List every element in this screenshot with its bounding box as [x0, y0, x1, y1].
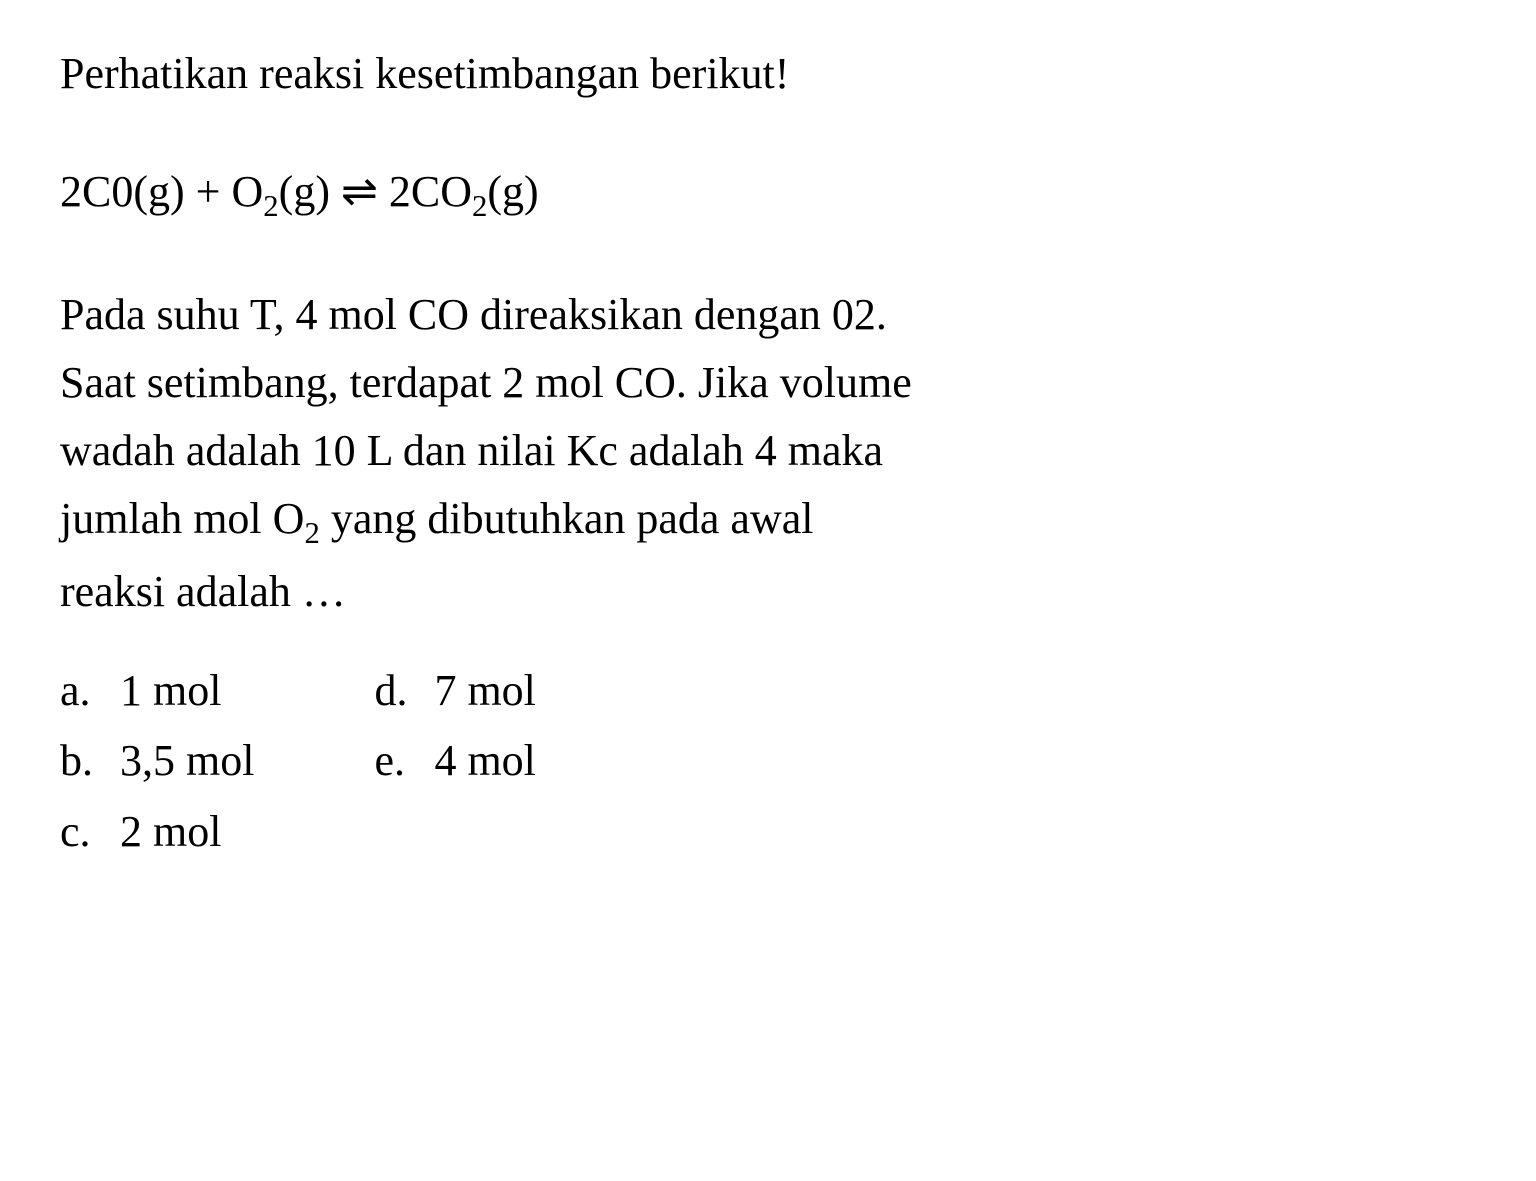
reactant-1: 2C0(g) [60, 167, 185, 216]
option-b[interactable]: b. 3,5 mol [60, 726, 254, 796]
option-b-letter: b. [60, 726, 120, 796]
options-column-right: d. 7 mol e. 4 mol [374, 656, 535, 867]
question-line-4-sub: 2 [304, 516, 319, 550]
option-a-letter: a. [60, 656, 120, 726]
option-a[interactable]: a. 1 mol [60, 656, 254, 726]
product-prefix: 2CO [389, 167, 472, 216]
reactant-2-sub: 2 [263, 189, 278, 223]
option-c-text: 2 mol [120, 797, 221, 867]
question-line-4-prefix: jumlah mol O [60, 494, 304, 543]
reactant-2-suffix: (g) [279, 167, 330, 216]
question-content: Perhatikan reaksi kesetimbangan berikut!… [60, 40, 1476, 867]
option-a-text: 1 mol [120, 656, 221, 726]
plus-sign: + [196, 167, 221, 216]
question-line-1: Pada suhu T, 4 mol CO direaksikan dengan… [60, 281, 1476, 349]
reactant-2: O2(g) [231, 167, 341, 216]
option-d-letter: d. [374, 656, 434, 726]
question-line-3: wadah adalah 10 L dan nilai Kc adalah 4 … [60, 417, 1476, 485]
chemical-equation: 2C0(g) + O2(g) ⇌ 2CO2(g) [60, 158, 1476, 231]
question-line-4-suffix: yang dibutuhkan pada awal [320, 494, 814, 543]
options-column-left: a. 1 mol b. 3,5 mol c. 2 mol [60, 656, 254, 867]
product-suffix: (g) [487, 167, 538, 216]
option-e-text: 4 mol [434, 726, 535, 796]
intro-text: Perhatikan reaksi kesetimbangan berikut! [60, 40, 1476, 108]
question-line-4: jumlah mol O2 yang dibutuhkan pada awal [60, 485, 1476, 558]
reactant-2-prefix: O [231, 167, 263, 216]
question-body: Pada suhu T, 4 mol CO direaksikan dengan… [60, 281, 1476, 626]
option-d-text: 7 mol [434, 656, 535, 726]
product-sub: 2 [472, 189, 487, 223]
product: 2CO2(g) [389, 167, 539, 216]
option-d[interactable]: d. 7 mol [374, 656, 535, 726]
option-b-text: 3,5 mol [120, 726, 254, 796]
option-e-letter: e. [374, 726, 434, 796]
answer-options: a. 1 mol b. 3,5 mol c. 2 mol d. 7 mol e.… [60, 656, 1476, 867]
option-c-letter: c. [60, 797, 120, 867]
option-c[interactable]: c. 2 mol [60, 797, 254, 867]
question-line-2: Saat setimbang, terdapat 2 mol CO. Jika … [60, 349, 1476, 417]
equilibrium-icon: ⇌ [341, 158, 378, 226]
option-e[interactable]: e. 4 mol [374, 726, 535, 796]
question-line-5: reaksi adalah … [60, 558, 1476, 626]
